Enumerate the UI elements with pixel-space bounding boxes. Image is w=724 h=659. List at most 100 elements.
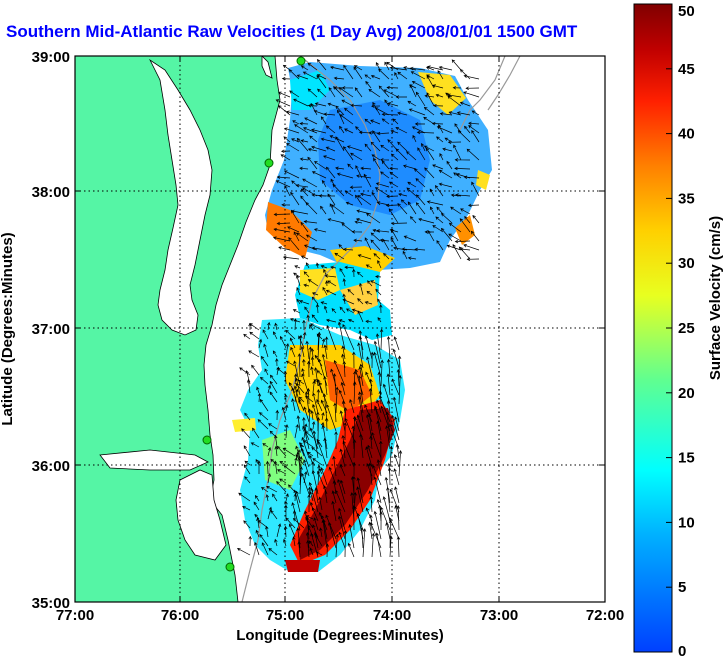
- velocity-arrow: [358, 282, 364, 296]
- velocity-arrow: [311, 403, 319, 423]
- velocity-arrow: [429, 188, 435, 197]
- velocity-arrow: [292, 536, 296, 547]
- velocity-arrow: [294, 265, 301, 269]
- velocity-arrow: [288, 523, 296, 538]
- velocity-arrow: [313, 531, 319, 549]
- velocity-arrow: [356, 414, 364, 432]
- velocity-arrow: [451, 59, 462, 71]
- velocity-arrow: [471, 129, 480, 143]
- velocity-arrow: [466, 148, 480, 161]
- velocity-arrow: [324, 336, 329, 351]
- velocity-arrow: [464, 216, 471, 224]
- velocity-arrow: [453, 172, 462, 179]
- velocity-arrow: [369, 495, 373, 513]
- velocity-arrow: [342, 298, 355, 305]
- velocity-arrow: [459, 101, 471, 107]
- y-axis-label: Latitude (Degrees:Minutes): [0, 232, 16, 425]
- velocity-arrow: [273, 212, 291, 217]
- velocity-arrow: [279, 335, 287, 349]
- velocity-arrow: [318, 194, 336, 198]
- velocity-arrow: [257, 392, 262, 403]
- velocity-arrow: [310, 532, 319, 558]
- velocity-arrow: [407, 256, 417, 260]
- velocity-arrow: [373, 476, 382, 504]
- velocity-arrow: [365, 319, 373, 324]
- velocity-arrow: [315, 303, 320, 314]
- velocity-arrow: [267, 384, 272, 394]
- velocity-arrow: [386, 486, 391, 513]
- velocity-arrow: [450, 206, 462, 215]
- velocity-arrow: [285, 343, 290, 358]
- velocity-arrow: [298, 442, 305, 448]
- velocity-arrow: [381, 160, 390, 170]
- velocity-arrow: [370, 239, 381, 251]
- velocity-arrow: [303, 427, 310, 450]
- velocity-arrow: [356, 477, 364, 504]
- velocity-arrow: [317, 441, 328, 468]
- velocity-arrow: [290, 346, 296, 358]
- velocity-arrow: [316, 416, 321, 441]
- velocity-arrow: [303, 440, 314, 448]
- velocity-arrow: [269, 374, 278, 385]
- velocity-arrow: [455, 193, 471, 197]
- velocity-arrow: [369, 378, 373, 396]
- velocity-arrow: [338, 507, 346, 531]
- velocity-arrow: [289, 337, 296, 349]
- velocity-arrow: [396, 505, 401, 531]
- velocity-arrow: [395, 443, 400, 459]
- isobath-contour: [487, 56, 521, 111]
- velocity-arrow: [306, 539, 310, 558]
- velocity-arrow: [308, 346, 313, 369]
- velocity-arrow: [386, 400, 391, 414]
- velocity-arrow: [294, 373, 298, 385]
- velocity-arrow: [248, 350, 260, 358]
- velocity-arrow: [436, 126, 453, 134]
- velocity-arrow: [360, 192, 372, 197]
- velocity-arrow: [344, 128, 354, 134]
- velocity-arrow: [375, 288, 382, 296]
- velocity-arrow: [335, 386, 339, 414]
- velocity-arrow: [438, 65, 453, 71]
- velocity-arrow: [412, 134, 417, 143]
- velocity-arrow: [387, 467, 392, 486]
- velocity-arrow: [406, 151, 417, 161]
- velocity-arrow: [264, 368, 269, 376]
- velocity-arrow: [268, 548, 278, 556]
- velocity-arrow: [339, 410, 346, 432]
- velocity-arrow: [407, 181, 417, 188]
- velocity-arrow: [285, 360, 296, 367]
- velocity-arrow: [377, 298, 382, 305]
- velocity-arrow: [371, 432, 382, 459]
- velocity-arrow: [382, 383, 391, 405]
- velocity-arrow: [305, 531, 310, 549]
- velocity-arrow: [293, 489, 301, 513]
- velocity-arrow: [307, 62, 318, 71]
- velocity-arrow: [465, 86, 480, 91]
- velocity-arrow: [463, 74, 480, 80]
- velocity-arrow: [307, 451, 314, 457]
- velocity-arrow: [319, 527, 323, 538]
- velocity-arrow: [375, 333, 382, 360]
- velocity-arrow: [254, 513, 260, 520]
- velocity-arrow: [280, 154, 291, 161]
- velocity-arrow: [388, 208, 399, 224]
- velocity-arrow: [254, 541, 260, 556]
- velocity-arrow: [439, 153, 444, 161]
- velocity-arrow: [376, 229, 390, 233]
- velocity-arrow: [255, 529, 260, 538]
- velocity-arrow: [403, 235, 417, 242]
- velocity-arrow: [308, 482, 314, 493]
- velocity-arrow: [314, 487, 319, 504]
- velocity-arrow: [393, 454, 400, 468]
- velocity-arrow: [355, 218, 372, 224]
- velocity-arrow: [307, 147, 318, 152]
- velocity-arrow: [244, 412, 251, 421]
- velocity-arrow: [458, 246, 471, 260]
- velocity-arrow: [280, 149, 291, 154]
- velocity-arrow: [352, 351, 356, 369]
- velocity-arrow: [262, 443, 269, 448]
- velocity-arrow: [394, 416, 400, 432]
- velocity-arrow: [292, 518, 305, 529]
- velocity-arrow: [346, 145, 363, 152]
